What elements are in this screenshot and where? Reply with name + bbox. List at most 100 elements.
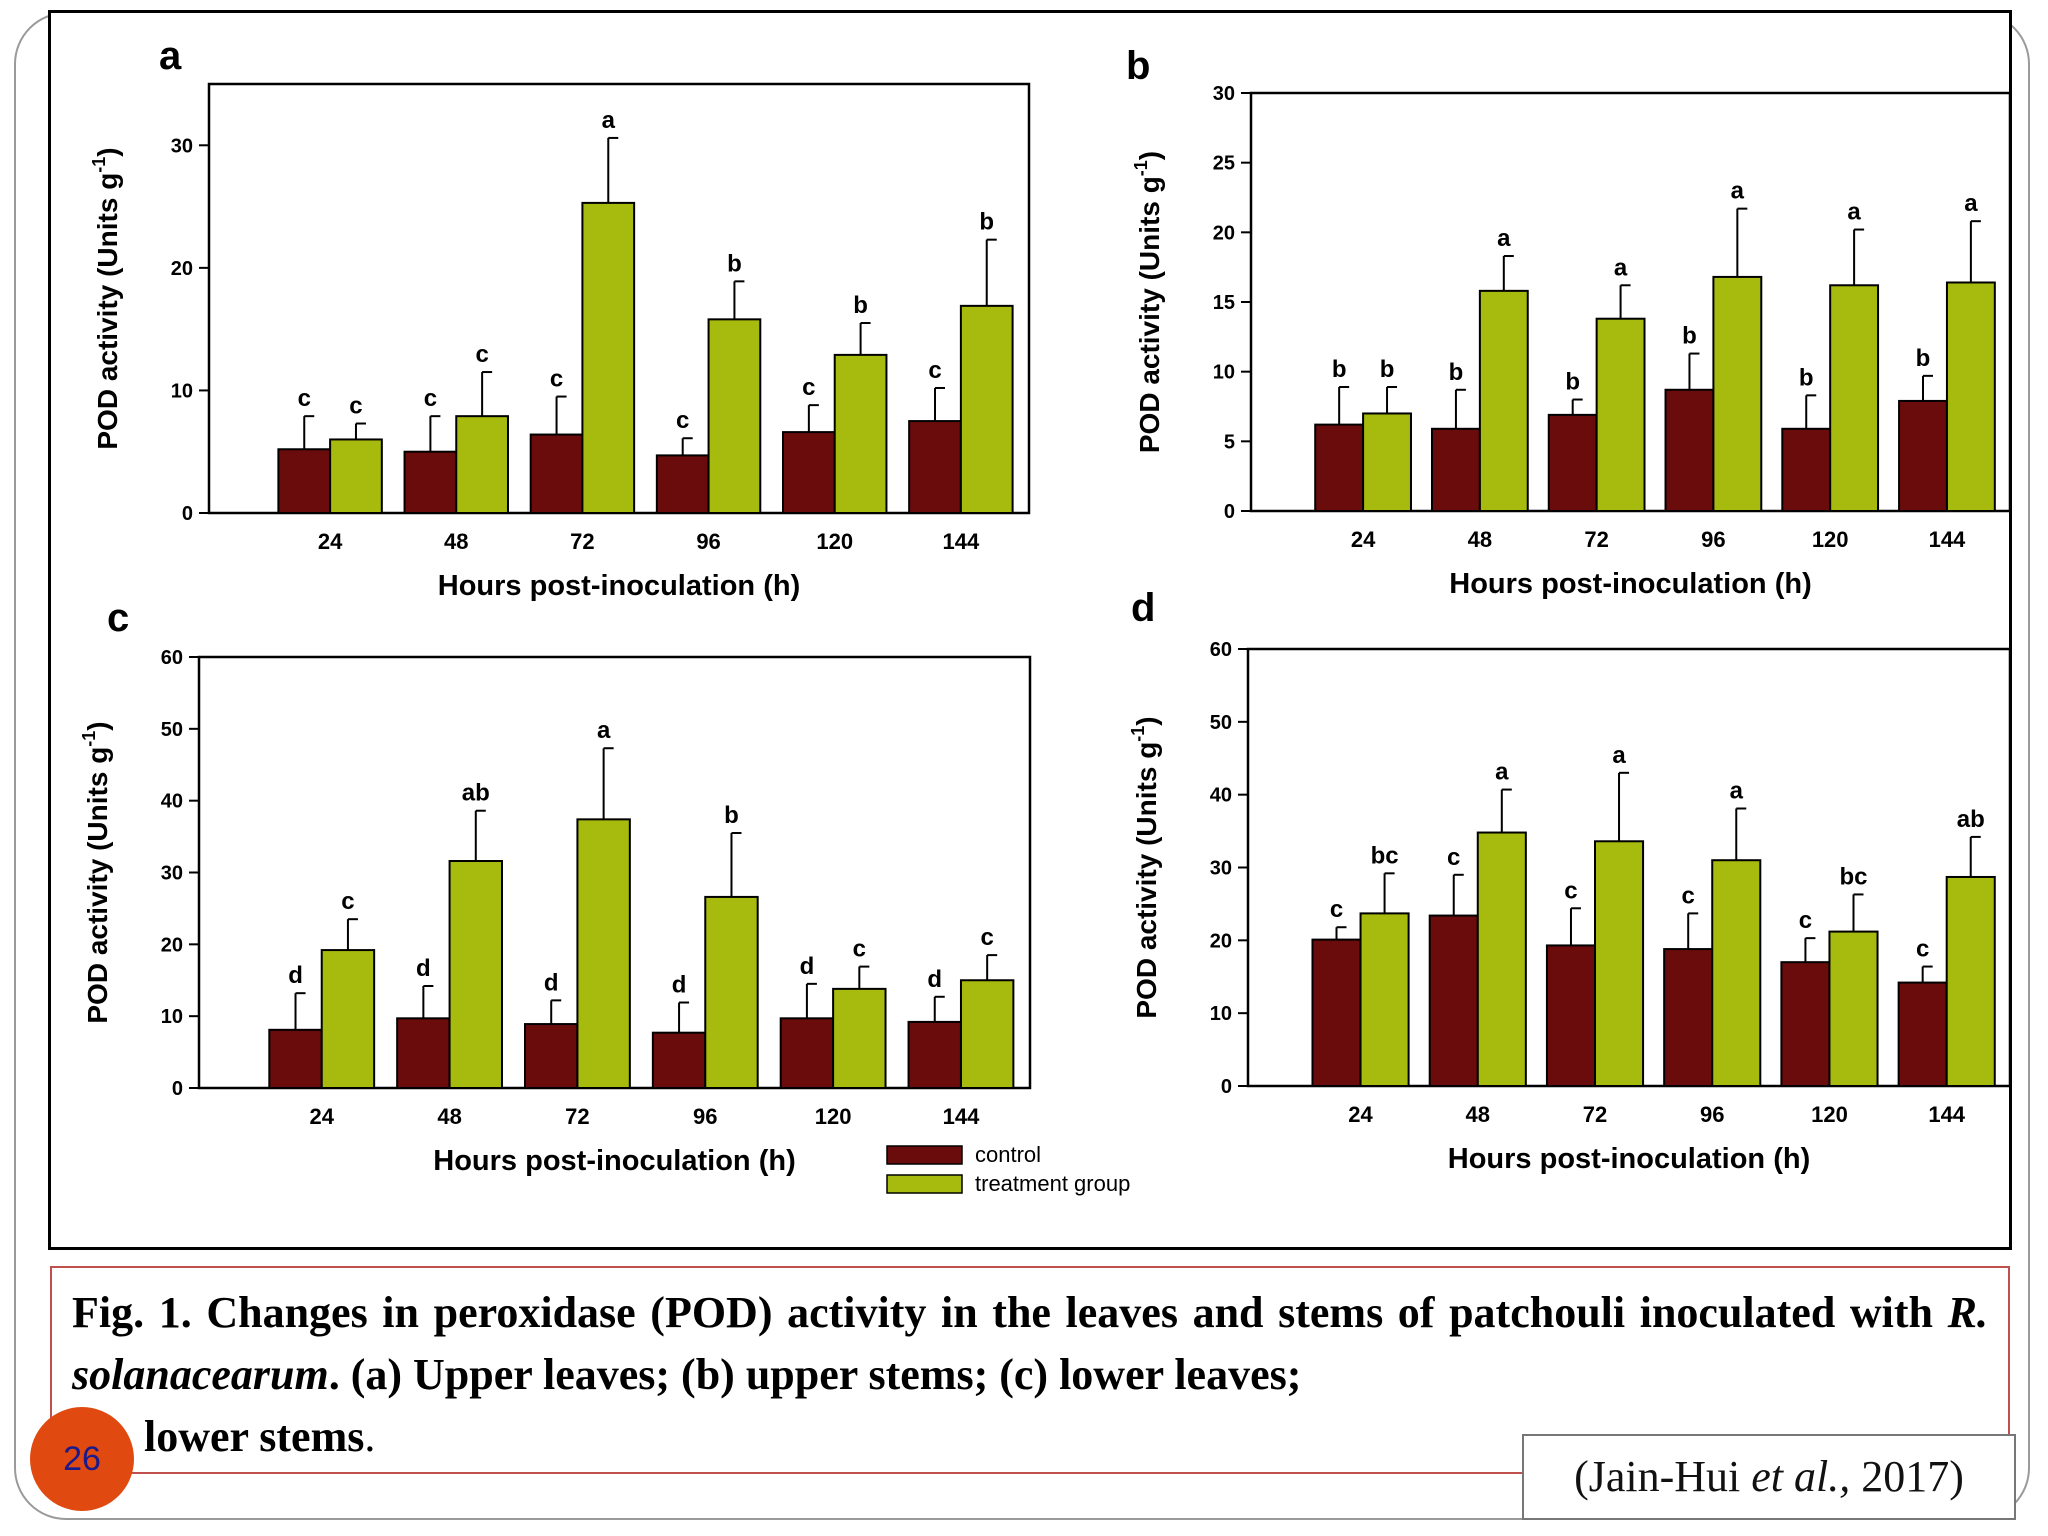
bar-control bbox=[1314, 423, 1365, 513]
bar-control bbox=[782, 431, 836, 514]
bar-treatment bbox=[1829, 284, 1880, 512]
significance-letter: b bbox=[1332, 356, 1347, 383]
bar-treatment bbox=[832, 987, 887, 1089]
x-axis-label: Hours post-inoculation (h) bbox=[438, 570, 800, 602]
y-tick-label: 50 bbox=[161, 719, 183, 741]
bar-control bbox=[268, 1028, 323, 1090]
bar-control bbox=[908, 420, 962, 515]
citation-authors: (Jain-Hui bbox=[1574, 1452, 1741, 1501]
significance-letter: c bbox=[1330, 896, 1343, 923]
y-tick-label: 25 bbox=[1213, 153, 1235, 175]
significance-letter: a bbox=[1731, 178, 1745, 205]
x-tick-label: 48 bbox=[437, 1104, 461, 1129]
bar-control bbox=[779, 1017, 835, 1089]
bar-control bbox=[1547, 413, 1598, 512]
x-tick-label: 120 bbox=[1812, 527, 1849, 552]
bar-control bbox=[396, 1017, 451, 1089]
x-tick-label: 72 bbox=[1583, 1102, 1607, 1127]
significance-letter: c bbox=[475, 341, 488, 368]
bar-treatment bbox=[959, 979, 1015, 1089]
caption-end: . bbox=[364, 1412, 376, 1461]
bar-control bbox=[1663, 948, 1714, 1087]
significance-letter: c bbox=[1682, 882, 1695, 909]
y-tick-label: 30 bbox=[1210, 858, 1232, 880]
significance-letter: c bbox=[424, 385, 437, 412]
bar-control bbox=[277, 448, 332, 514]
bar-treatment bbox=[704, 895, 759, 1089]
bar-treatment bbox=[1594, 840, 1645, 1088]
y-tick-label: 60 bbox=[1210, 639, 1232, 661]
significance-letter: b bbox=[1799, 364, 1814, 391]
significance-letter: a bbox=[1964, 190, 1978, 217]
significance-letter: c bbox=[550, 366, 563, 393]
significance-letter: b bbox=[724, 802, 739, 829]
x-tick-label: 96 bbox=[693, 1104, 717, 1129]
x-axis-label: Hours post-inoculation (h) bbox=[1448, 1143, 1810, 1175]
significance-letter: a bbox=[1847, 199, 1861, 226]
x-axis-label: Hours post-inoculation (h) bbox=[1449, 568, 1811, 600]
x-tick-label: 144 bbox=[943, 1104, 980, 1129]
significance-letter: a bbox=[1497, 225, 1511, 252]
citation-box: (Jain-Hui et al., 2017) bbox=[1522, 1434, 2016, 1520]
y-tick-label: 0 bbox=[182, 503, 193, 525]
caption-text-part2: . (a) Upper leaves; (b) upper stems; (c)… bbox=[328, 1350, 1302, 1399]
bar-control bbox=[651, 1031, 707, 1090]
slide-number-badge: 26 bbox=[30, 1407, 134, 1511]
x-tick-label: 144 bbox=[1928, 1102, 1965, 1127]
chart-panel-c: c 0 10 20 30 40 50 60 POD activity (Units g-1) d c… bbox=[79, 596, 1032, 1177]
significance-letter: d bbox=[544, 969, 559, 996]
legend-label-treatment: treatment group bbox=[975, 1171, 1130, 1196]
significance-letter: c bbox=[980, 924, 993, 951]
y-tick-label: 20 bbox=[1210, 930, 1232, 952]
significance-letter: c bbox=[341, 888, 354, 915]
bar-control bbox=[1428, 914, 1479, 1087]
y-axis-label: POD activity (Units g-1) bbox=[1128, 716, 1162, 1018]
bar-control bbox=[655, 454, 710, 514]
panel-letter: b bbox=[1126, 44, 1150, 88]
bar-treatment bbox=[1828, 930, 1879, 1087]
x-tick-label: 48 bbox=[1468, 527, 1492, 552]
significance-letter: a bbox=[602, 107, 616, 134]
legend: control treatment group bbox=[886, 1142, 1130, 1196]
x-tick-label: 120 bbox=[815, 1104, 852, 1129]
bar-treatment bbox=[707, 318, 762, 514]
significance-letter: a bbox=[1730, 778, 1744, 805]
x-axis-label: Hours post-inoculation (h) bbox=[433, 1145, 795, 1177]
panel-letter: d bbox=[1131, 586, 1155, 630]
y-tick-label: 10 bbox=[1210, 1003, 1232, 1025]
chart-panel-a: a 0 10 20 30 POD activity (Units g-1) c c 24 c c 48… bbox=[89, 34, 1031, 602]
y-tick-label: 10 bbox=[171, 380, 193, 402]
x-tick-label: 96 bbox=[1701, 527, 1725, 552]
significance-letter: a bbox=[1495, 759, 1509, 786]
caption-text-part1: Changes in peroxidase (POD) activity in … bbox=[206, 1288, 1934, 1337]
bar-treatment bbox=[1476, 831, 1527, 1087]
bar-treatment bbox=[1945, 281, 1996, 513]
bar-treatment bbox=[448, 860, 503, 1089]
y-tick-label: 20 bbox=[1213, 222, 1235, 244]
significance-letter: b bbox=[979, 209, 994, 236]
significance-letter: c bbox=[928, 357, 941, 384]
x-tick-label: 48 bbox=[444, 529, 468, 554]
significance-letter: c bbox=[349, 393, 362, 420]
bar-control bbox=[1780, 961, 1831, 1088]
legend-label-control: control bbox=[975, 1142, 1041, 1167]
bar-treatment bbox=[1712, 275, 1763, 513]
bar-control bbox=[1781, 427, 1832, 512]
citation-year: 2017) bbox=[1861, 1452, 1964, 1501]
bar-treatment bbox=[581, 201, 636, 514]
x-tick-label: 96 bbox=[696, 529, 720, 554]
y-tick-label: 10 bbox=[1213, 362, 1235, 384]
y-tick-label: 15 bbox=[1213, 292, 1235, 314]
bar-treatment bbox=[320, 949, 376, 1090]
bar-control bbox=[524, 1023, 579, 1090]
bar-control bbox=[1664, 388, 1715, 512]
significance-letter: a bbox=[1614, 254, 1628, 281]
bar-treatment bbox=[959, 304, 1014, 514]
significance-letter: d bbox=[800, 953, 815, 980]
bar-control bbox=[1545, 944, 1597, 1087]
panel-letter: c bbox=[107, 596, 129, 640]
significance-letter: ab bbox=[462, 780, 490, 807]
legend-swatch-treatment bbox=[886, 1174, 963, 1194]
y-tick-label: 5 bbox=[1224, 431, 1235, 453]
significance-letter: bc bbox=[1371, 842, 1399, 869]
